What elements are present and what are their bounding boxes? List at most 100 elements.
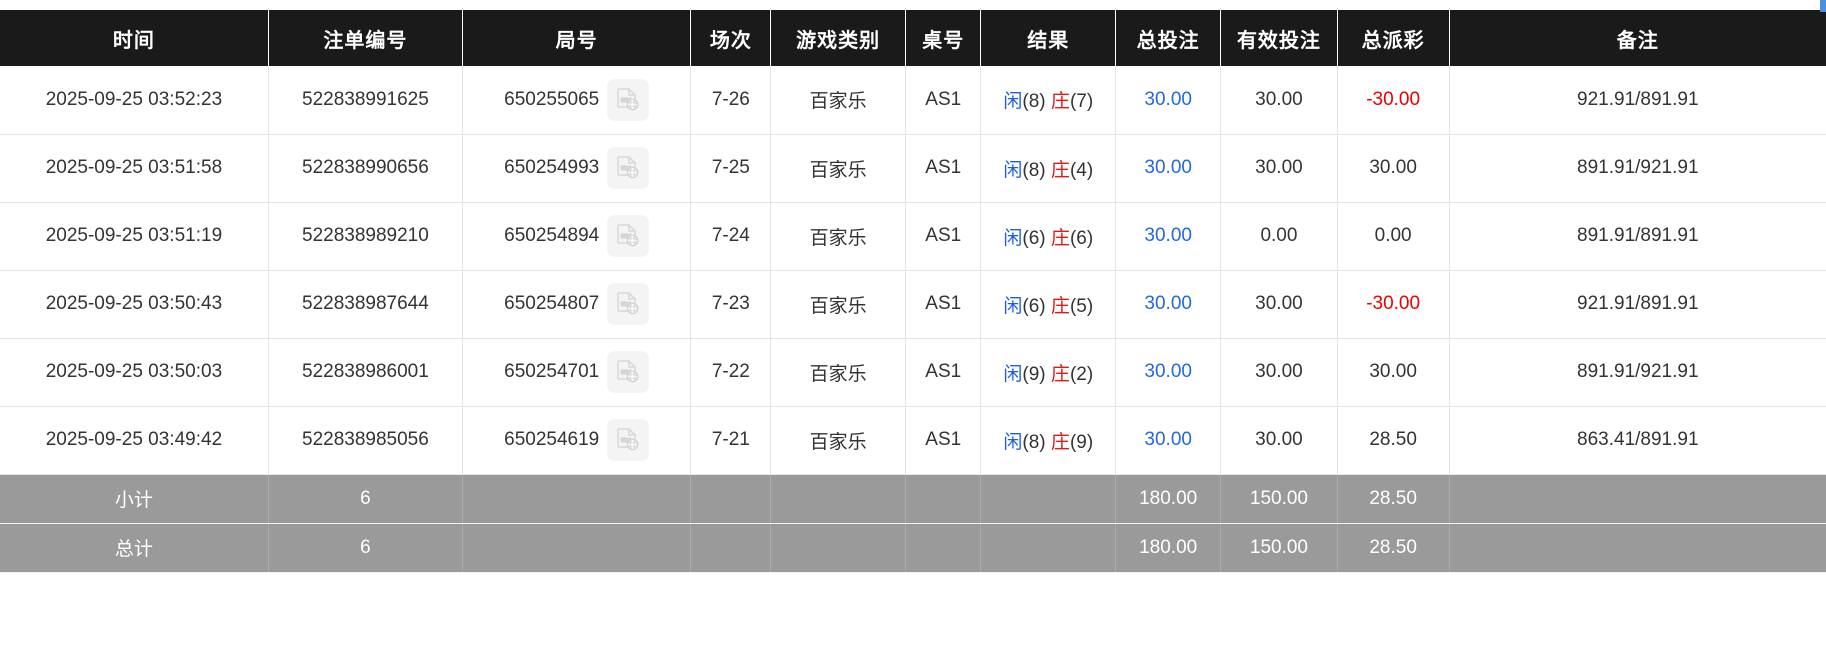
table-body: 2025-09-25 03:52:23 522838991625 650255065…: [0, 66, 1826, 475]
banker-label: 庄: [1050, 227, 1070, 249]
cell-total-bet: 30.00: [1115, 66, 1222, 135]
summary-label: 总计: [0, 523, 269, 573]
cell-payout: 30.00: [1337, 134, 1450, 203]
cell-time: 2025-09-25 03:51:19: [0, 202, 269, 271]
video-replay-icon[interactable]: [607, 147, 650, 189]
vertical-scrollbar-thumb[interactable]: [1820, 0, 1826, 12]
column-header-remark[interactable]: 备注: [1449, 10, 1826, 66]
player-label: 闲: [1003, 363, 1023, 385]
cell-table-no: AS1: [905, 338, 982, 407]
cell-round-no: 650254993: [462, 134, 692, 203]
summary-round-no: [462, 474, 692, 524]
round-no-text: 650254619: [504, 429, 600, 450]
cell-shift: 7-21: [690, 406, 772, 475]
cell-time: 2025-09-25 03:51:58: [0, 134, 269, 203]
banker-label: 庄: [1050, 159, 1070, 181]
top-spacer: [0, 0, 1826, 10]
cell-payout: -30.00: [1337, 66, 1450, 135]
cell-table-no: AS1: [905, 406, 982, 475]
summary-valid-bet: 150.00: [1220, 474, 1338, 524]
cell-game-type: 百家乐: [770, 270, 907, 339]
summary-remark: [1449, 523, 1826, 573]
player-label: 闲: [1003, 227, 1023, 249]
video-replay-icon[interactable]: [607, 215, 650, 257]
video-replay-icon[interactable]: [607, 351, 650, 393]
banker-score: (7): [1069, 91, 1094, 113]
cell-order-no: 522838989210: [268, 202, 463, 271]
banker-score: (2): [1069, 363, 1094, 385]
summary-result: [980, 523, 1117, 573]
player-label: 闲: [1003, 91, 1023, 113]
cell-time: 2025-09-25 03:50:03: [0, 338, 269, 407]
cell-valid-bet: 30.00: [1220, 66, 1338, 135]
column-header-shift[interactable]: 场次: [690, 10, 772, 66]
cell-remark: 863.41/891.91: [1449, 406, 1826, 475]
cell-shift: 7-26: [690, 66, 772, 135]
summary-count: 6: [268, 474, 463, 524]
round-no-text: 650254701: [504, 361, 600, 382]
table-row[interactable]: 2025-09-25 03:51:58 522838990656 650254993…: [0, 134, 1826, 203]
cell-total-bet: 30.00: [1115, 270, 1222, 339]
cell-total-bet: 30.00: [1115, 338, 1222, 407]
cell-game-type: 百家乐: [770, 134, 907, 203]
cell-valid-bet: 30.00: [1220, 338, 1338, 407]
table-row[interactable]: 2025-09-25 03:51:19 522838989210 650254894…: [0, 202, 1826, 271]
player-label: 闲: [1003, 159, 1023, 181]
header-row: 时间 注单编号 局号 场次 游戏类别 桌号 结果 总投注 有效投注 总派彩 备注: [0, 10, 1826, 66]
banker-score: (4): [1069, 159, 1094, 181]
cell-order-no: 522838987644: [268, 270, 463, 339]
banker-label: 庄: [1050, 91, 1070, 113]
summary-result: [980, 474, 1117, 524]
cell-result: 闲(6) 庄(5): [980, 270, 1117, 339]
table-row[interactable]: 2025-09-25 03:50:03 522838986001 650254701…: [0, 338, 1826, 407]
column-header-result[interactable]: 结果: [980, 10, 1117, 66]
column-header-order-no[interactable]: 注单编号: [268, 10, 463, 66]
player-score: (6): [1022, 295, 1046, 317]
column-header-round-no[interactable]: 局号: [462, 10, 692, 66]
cell-order-no: 522838986001: [268, 338, 463, 407]
cell-round-no: 650254619: [462, 406, 692, 475]
cell-total-bet: 30.00: [1115, 202, 1222, 271]
round-no-text: 650254807: [504, 293, 600, 314]
summary-table-no: [905, 523, 982, 573]
table-row[interactable]: 2025-09-25 03:49:42 522838985056 650254619…: [0, 406, 1826, 475]
table-header: 时间 注单编号 局号 场次 游戏类别 桌号 结果 总投注 有效投注 总派彩 备注: [0, 10, 1826, 66]
cell-time: 2025-09-25 03:49:42: [0, 406, 269, 475]
table-row[interactable]: 2025-09-25 03:50:43 522838987644 650254807…: [0, 270, 1826, 339]
cell-table-no: AS1: [905, 270, 982, 339]
video-replay-icon[interactable]: [607, 78, 650, 121]
table-row[interactable]: 2025-09-25 03:52:23 522838991625 650255065…: [0, 66, 1826, 135]
cell-result: 闲(9) 庄(2): [980, 338, 1117, 407]
round-no-text: 650254993: [504, 157, 600, 178]
cell-order-no: 522838990656: [268, 134, 463, 203]
banker-score: (6): [1069, 227, 1094, 249]
cell-game-type: 百家乐: [770, 202, 907, 271]
column-header-payout[interactable]: 总派彩: [1337, 10, 1450, 66]
column-header-time[interactable]: 时间: [0, 10, 269, 66]
column-header-valid-bet[interactable]: 有效投注: [1220, 10, 1338, 66]
column-header-game-type[interactable]: 游戏类别: [770, 10, 907, 66]
cell-remark: 891.91/921.91: [1449, 134, 1826, 203]
column-header-total-bet[interactable]: 总投注: [1115, 10, 1222, 66]
cell-remark: 891.91/891.91: [1449, 202, 1826, 271]
cell-result: 闲(8) 庄(4): [980, 134, 1117, 203]
cell-shift: 7-23: [690, 270, 772, 339]
cell-game-type: 百家乐: [770, 406, 907, 475]
cell-valid-bet: 30.00: [1220, 406, 1338, 475]
player-score: (6): [1022, 227, 1046, 249]
player-label: 闲: [1003, 431, 1023, 453]
cell-payout: 30.00: [1337, 338, 1450, 407]
summary-total-bet: 180.00: [1115, 474, 1222, 524]
column-header-table-no[interactable]: 桌号: [905, 10, 982, 66]
table-footer: 小计 6 180.00 150.00 28.50 总计 6 180.00 150.00 28.50: [0, 474, 1826, 573]
cell-time: 2025-09-25 03:50:43: [0, 270, 269, 339]
video-replay-icon[interactable]: [607, 419, 650, 461]
cell-order-no: 522838991625: [268, 66, 463, 135]
summary-count: 6: [268, 523, 463, 573]
cell-game-type: 百家乐: [770, 338, 907, 407]
video-replay-icon[interactable]: [607, 283, 650, 325]
cell-shift: 7-24: [690, 202, 772, 271]
banker-score: (5): [1069, 295, 1094, 317]
cell-payout: -30.00: [1337, 270, 1450, 339]
